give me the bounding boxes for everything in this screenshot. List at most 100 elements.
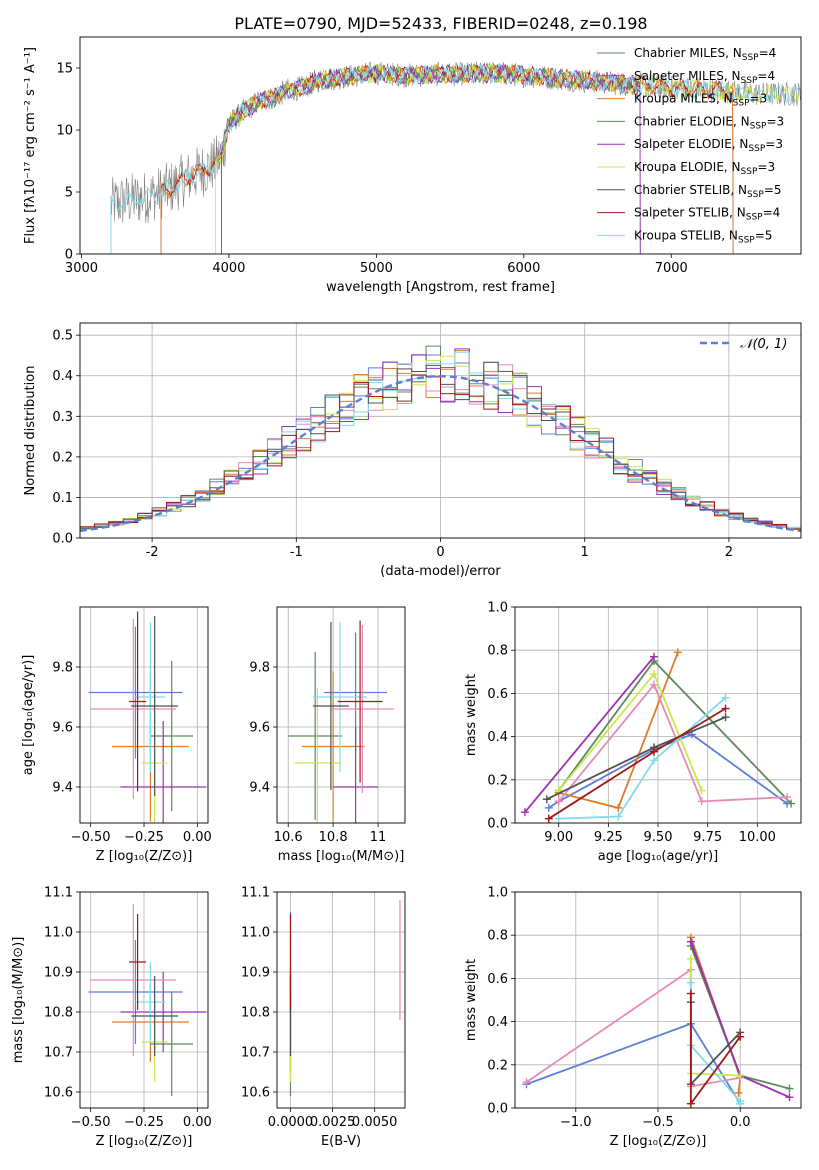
weight-series-line — [557, 672, 703, 792]
y-axis-label: mass weight — [464, 674, 479, 756]
legend-subscript: SSP — [741, 76, 758, 86]
x-tick-label: 5000 — [360, 261, 393, 276]
x-tick-label: 0.0000 — [268, 1115, 314, 1130]
y-tick-label: 1.0 — [487, 886, 508, 901]
legend-text: Chabrier ELODIE, N — [634, 114, 750, 128]
x-tick-label: 0.0 — [730, 1115, 751, 1130]
x-tick-label: −0.50 — [71, 830, 111, 845]
errorbar-group — [289, 900, 401, 1096]
axes-frame — [79, 891, 209, 1109]
x-axis-label: Z [log₁₀(Z/Z⊙)] — [96, 1134, 193, 1149]
y-tick-label: 9.8 — [52, 661, 73, 676]
x-tick-label: 1 — [581, 545, 589, 560]
y-tick-label: 11.0 — [241, 926, 270, 941]
errorbar-group — [88, 611, 206, 823]
axes-frame — [79, 606, 209, 824]
legend-tail: =5 — [755, 228, 773, 242]
x-tick-label: -1 — [290, 545, 303, 560]
x-tick-label: 0 — [436, 545, 444, 560]
spectrum-panel: 3000 4000 5000 6000 7000 0 5 10 15 wavelength [An… — [23, 36, 802, 295]
x-tick-label: 9.00 — [544, 830, 573, 845]
y-tick-label: 0.8 — [487, 929, 508, 944]
legend-entry: Salpeter STELIB, NSSP=4 — [634, 206, 780, 223]
x-tick-label: 7000 — [655, 261, 688, 276]
y-tick-label: 0.2 — [487, 1058, 508, 1073]
y-tick-label: 1.0 — [487, 601, 508, 616]
y-tick-label: 0.0 — [487, 1102, 508, 1117]
residual-histogram — [80, 374, 801, 530]
y-tick-label: 10.6 — [44, 1086, 73, 1101]
legend-subscript: SSP — [742, 53, 759, 63]
y-tick-label: 10.6 — [241, 1086, 270, 1101]
legend-tail: =3 — [765, 137, 783, 151]
x-tick-label: 3000 — [65, 261, 98, 276]
x-axis-label: E(B-V) — [321, 1134, 361, 1149]
y-tick-label: 10.8 — [241, 1006, 270, 1021]
y-tick-label: 0.4 — [487, 730, 508, 745]
model-spectrum-line — [221, 62, 641, 254]
x-tick-label: 10.8 — [319, 830, 348, 845]
y-tick-label: 5 — [65, 186, 73, 201]
axes-frame — [79, 36, 802, 255]
x-tick-label: 9.25 — [594, 830, 623, 845]
weight-series-line — [557, 683, 788, 803]
y-tick-label: 11.1 — [44, 886, 73, 901]
y-tick-label: 0.0 — [487, 817, 508, 832]
x-tick-label: 9.50 — [644, 830, 673, 845]
y-tick-label: 9.4 — [52, 781, 73, 796]
x-tick-label: 10.6 — [274, 830, 303, 845]
legend-entry: Salpeter ELODIE, NSSP=3 — [634, 137, 783, 154]
y-tick-label: 10.9 — [44, 966, 73, 981]
y-tick-label: 0 — [65, 248, 73, 263]
y-tick-label: 0.2 — [487, 773, 508, 788]
y-tick-label: 10.7 — [44, 1046, 73, 1061]
x-tick-label: −0.25 — [124, 830, 164, 845]
y-axis-label: Normed distribution — [23, 366, 38, 496]
legend-tail: =4 — [759, 46, 777, 60]
x-tick-label: 0.0050 — [352, 1115, 398, 1130]
legend-subscript: SSP — [741, 167, 758, 177]
x-tick-label: 10.00 — [739, 830, 776, 845]
x-tick-label: 0.00 — [183, 1115, 212, 1130]
axes-frame — [514, 606, 802, 824]
legend-subscript: SSP — [748, 144, 765, 154]
y-tick-label: 0.5 — [52, 329, 73, 344]
legend-text: Chabrier STELIB, N — [634, 183, 747, 197]
y-tick-label: 10 — [56, 124, 73, 139]
x-tick-label: 9.75 — [693, 830, 722, 845]
y-tick-label: 9.6 — [249, 721, 270, 736]
y-tick-label: 15 — [56, 62, 73, 77]
axes-frame — [514, 891, 802, 1109]
legend-text: Kroupa MILES, N — [634, 92, 733, 106]
weight-series-line — [524, 656, 655, 813]
axes-frame — [79, 322, 802, 539]
legend-text: Chabrier MILES, N — [634, 46, 742, 60]
y-tick-label: 9.8 — [249, 661, 270, 676]
legend-entry: Chabrier ELODIE, NSSP=3 — [634, 114, 784, 131]
x-axis-label: Z [log₁₀(Z/Z⊙)] — [96, 849, 193, 864]
x-tick-label: −0.25 — [124, 1115, 164, 1130]
legend-text: Kroupa ELODIE, N — [634, 160, 741, 174]
legend-text: Salpeter ELODIE, N — [634, 137, 748, 151]
legend-subscript: SSP — [733, 99, 750, 109]
x-axis-label: (data-model)/error — [380, 564, 501, 579]
legend-entry: Chabrier STELIB, NSSP=5 — [634, 183, 782, 200]
x-tick-label: 0.00 — [183, 830, 212, 845]
y-axis-label: mass weight — [464, 959, 479, 1041]
x-tick-label: 6000 — [507, 261, 540, 276]
legend-text: Kroupa STELIB, N — [634, 228, 738, 242]
axes-frame — [276, 606, 406, 824]
legend-text: Salpeter STELIB, N — [634, 206, 746, 220]
y-tick-label: 0.1 — [52, 491, 73, 506]
legend-subscript: SSP — [747, 190, 764, 200]
weight-series-line — [689, 1002, 741, 1087]
y-tick-label: 0.6 — [487, 687, 508, 702]
weight-vs-age-panel: 9.00 9.25 9.50 9.75 10.00 0.0 0.2 0.4 0.6 0.8 1.0 a… — [464, 601, 802, 864]
y-tick-label: 0.3 — [52, 410, 73, 425]
x-tick-label: -2 — [146, 545, 159, 560]
legend-entry: Salpeter MILES, NSSP=4 — [634, 69, 775, 86]
figure-title: PLATE=0790, MJD=52433, FIBERID=0248, z=0… — [234, 14, 647, 33]
x-tick-label: 11 — [370, 830, 387, 845]
